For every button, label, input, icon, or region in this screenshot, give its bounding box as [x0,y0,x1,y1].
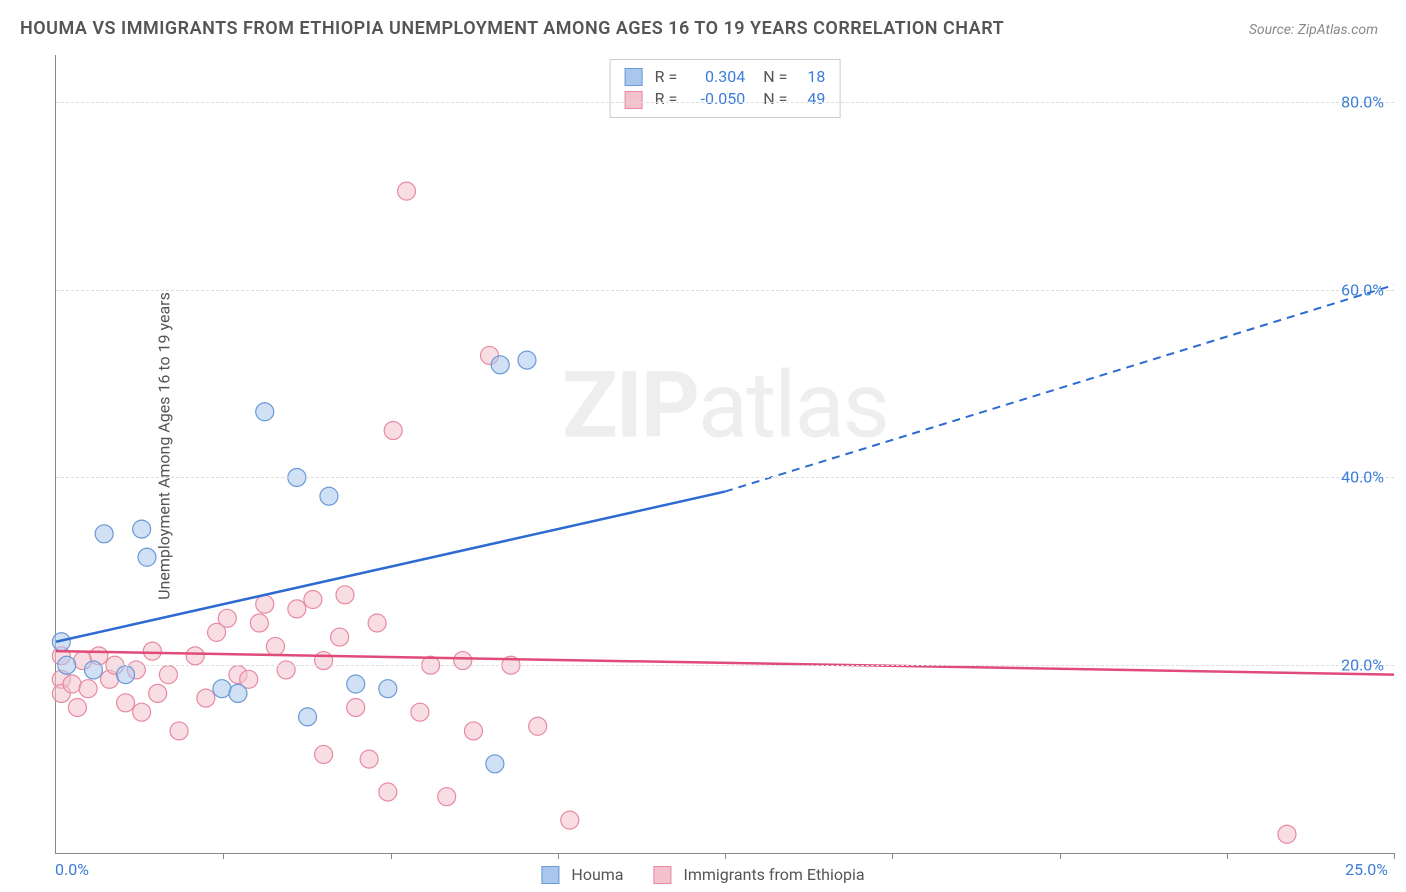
plot-svg [56,55,1394,853]
scatter-point [213,680,231,698]
scatter-point [518,351,536,369]
stats-row: R = -0.050 N = 49 [625,88,826,110]
legend-swatch [654,866,672,884]
y-tick-label: 40.0% [1341,468,1384,487]
n-value: 18 [795,66,825,88]
scatter-point [360,750,378,768]
stats-row: R = 0.304 N = 18 [625,66,826,88]
scatter-point [288,600,306,618]
y-tick-label: 60.0% [1341,280,1384,299]
scatter-point [379,680,397,698]
scatter-point [84,661,102,679]
scatter-point [315,652,333,670]
x-tick [892,853,893,859]
chart-title: HOUMA VS IMMIGRANTS FROM ETHIOPIA UNEMPL… [20,18,1004,39]
scatter-point [170,722,188,740]
scatter-point [454,652,472,670]
trend-line [56,492,725,642]
x-tick [1394,853,1395,859]
legend-item: Immigrants from Ethiopia [654,865,865,884]
scatter-point [218,609,236,627]
scatter-point [197,689,215,707]
n-label: N = [763,66,787,88]
legend-item: Houma [541,865,623,884]
scatter-point [250,614,268,632]
r-value: 0.304 [685,66,745,88]
scatter-point [138,548,156,566]
scatter-point [95,525,113,543]
legend-swatch [541,866,559,884]
scatter-point [331,628,349,646]
source-label: Source: ZipAtlas.com [1249,22,1378,38]
chart-area: ZIPatlas R =0.304N =18R =-0.050N =49 20.… [55,55,1394,854]
scatter-point [529,717,547,735]
scatter-point [117,666,135,684]
scatter-point [299,708,317,726]
x-tick [1227,853,1228,859]
scatter-point [398,182,416,200]
scatter-point [68,698,86,716]
trend-line [56,651,1394,674]
scatter-point [266,637,284,655]
legend-bottom: Houma Immigrants from Ethiopia [541,865,864,884]
scatter-point [491,356,509,374]
scatter-point [315,745,333,763]
scatter-point [277,661,295,679]
y-tick-label: 80.0% [1341,92,1384,111]
x-tick [725,853,726,859]
scatter-point [256,595,274,613]
x-min-label: 0.0% [55,860,89,879]
scatter-point [438,788,456,806]
scatter-point [186,647,204,665]
n-label: N = [763,88,787,110]
r-value: -0.050 [685,88,745,110]
legend-swatch [625,68,643,86]
scatter-point [229,684,247,702]
gridline [56,290,1394,291]
legend-label: Houma [571,865,623,884]
scatter-point [133,520,151,538]
scatter-point [149,684,167,702]
y-tick-label: 20.0% [1341,656,1384,675]
gridline [56,477,1394,478]
r-label: R = [655,88,678,110]
stats-box: R = 0.304 N = 18 R = -0.050 N = 49 [610,59,841,118]
legend-swatch [625,91,643,109]
scatter-point [384,422,402,440]
scatter-point [368,614,386,632]
x-tick [223,853,224,859]
trend-line-extension [725,285,1394,492]
x-tick [391,853,392,859]
scatter-point [486,755,504,773]
scatter-point [79,680,97,698]
scatter-point [117,694,135,712]
x-max-label: 25.0% [1345,860,1388,879]
scatter-point [256,403,274,421]
scatter-point [320,487,338,505]
gridline [56,665,1394,666]
scatter-point [561,811,579,829]
scatter-point [304,591,322,609]
scatter-point [411,703,429,721]
scatter-point [347,675,365,693]
scatter-point [63,675,81,693]
scatter-point [133,703,151,721]
x-tick [558,853,559,859]
scatter-point [347,698,365,716]
r-label: R = [655,66,678,88]
gridline [56,102,1394,103]
n-value: 49 [795,88,825,110]
scatter-point [143,642,161,660]
legend-label: Immigrants from Ethiopia [684,865,865,884]
scatter-point [159,666,177,684]
scatter-point [379,783,397,801]
scatter-point [336,586,354,604]
scatter-point [464,722,482,740]
scatter-point [1278,825,1296,843]
x-tick [1060,853,1061,859]
